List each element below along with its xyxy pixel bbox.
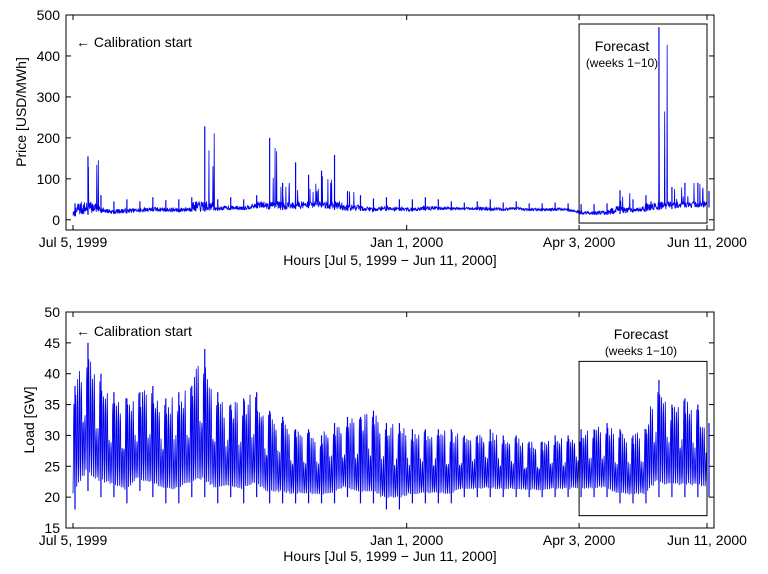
price-x-axis: Jul 5, 1999 Jan 1, 2000 Apr 3, 2000 Jun 11,… bbox=[39, 15, 747, 250]
load-ytick-label: 30 bbox=[44, 427, 60, 443]
price-forecast-label: Forecast bbox=[595, 38, 650, 54]
price-forecast-sublabel: (weeks 1−10) bbox=[586, 56, 658, 70]
load-ytick-label: 20 bbox=[44, 489, 60, 505]
load-xtick-label: Jan 1, 2000 bbox=[370, 532, 443, 548]
price-plot-area bbox=[65, 14, 715, 231]
load-xtick-label: Apr 3, 2000 bbox=[543, 532, 616, 548]
load-ytick-label: 50 bbox=[44, 304, 60, 320]
load-chart: 15 20 25 30 35 40 45 50 Jul 5, 1999 Jan 1, 2000 A… bbox=[21, 304, 747, 564]
load-forecast-box bbox=[578, 360, 708, 517]
price-forecast-box bbox=[578, 23, 708, 224]
price-y-axis-title: Price [USD/MWh] bbox=[13, 57, 29, 167]
load-series bbox=[72, 342, 710, 510]
load-x-axis-title: Hours [Jul 5, 1999 − Jun 11, 2000] bbox=[283, 548, 496, 564]
load-y-axis-title: Load [GW] bbox=[21, 387, 37, 454]
price-chart: 0 100 200 300 400 500 Jul 5, 1999 Jan 1, 2000 A… bbox=[13, 7, 747, 268]
price-ytick-label: 100 bbox=[37, 171, 61, 187]
price-xtick-label: Apr 3, 2000 bbox=[543, 234, 616, 250]
load-ytick-label: 25 bbox=[44, 458, 60, 474]
price-ytick-label: 500 bbox=[37, 7, 61, 23]
price-ytick-label: 400 bbox=[37, 48, 61, 64]
load-xtick-label: Jul 5, 1999 bbox=[39, 532, 108, 548]
price-series bbox=[72, 27, 710, 217]
price-xtick-label: Jan 1, 2000 bbox=[370, 234, 443, 250]
price-ytick-label: 200 bbox=[37, 130, 61, 146]
price-xtick-label: Jul 5, 1999 bbox=[39, 234, 108, 250]
price-calibration-annotation: ← Calibration start bbox=[76, 34, 192, 50]
load-forecast-label: Forecast bbox=[614, 326, 669, 342]
load-calibration-annotation: ← Calibration start bbox=[76, 323, 192, 339]
load-xtick-label: Jun 11, 2000 bbox=[667, 532, 747, 548]
load-forecast-sublabel: (weeks 1−10) bbox=[605, 344, 677, 358]
price-ytick-label: 0 bbox=[52, 212, 60, 228]
load-ytick-label: 45 bbox=[44, 335, 60, 351]
load-ytick-label: 35 bbox=[44, 397, 60, 413]
price-ytick-label: 300 bbox=[37, 89, 61, 105]
price-xtick-label: Jun 11, 2000 bbox=[667, 234, 747, 250]
load-x-axis: Jul 5, 1999 Jan 1, 2000 Apr 3, 2000 Jun 11,… bbox=[39, 312, 747, 548]
load-y-axis: 15 20 25 30 35 40 45 50 bbox=[44, 304, 714, 536]
price-y-axis: 0 100 200 300 400 500 bbox=[37, 7, 714, 228]
load-ytick-label: 15 bbox=[44, 520, 60, 536]
price-x-axis-title: Hours [Jul 5, 1999 − Jun 11, 2000] bbox=[283, 252, 496, 268]
load-ytick-label: 40 bbox=[44, 366, 60, 382]
